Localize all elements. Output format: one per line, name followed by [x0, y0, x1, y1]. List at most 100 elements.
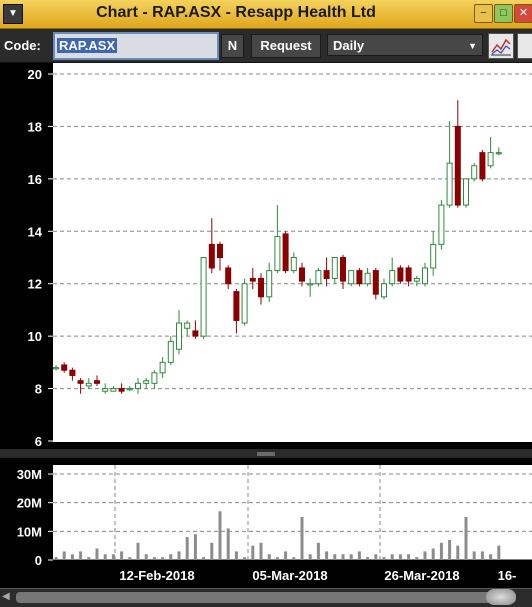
candle-body — [299, 267, 305, 282]
candle — [356, 267, 363, 287]
volume-bar — [357, 551, 361, 560]
volume-bar — [111, 554, 115, 560]
candle-body — [258, 277, 264, 298]
chevron-down-icon: ▼ — [468, 41, 477, 51]
scroll-track[interactable] — [16, 592, 516, 603]
candle-body — [110, 388, 117, 392]
volume-bar — [472, 551, 476, 560]
candle-body — [126, 388, 133, 391]
volume-bars — [54, 511, 501, 560]
chart-type-button[interactable] — [488, 33, 514, 59]
chart-icon — [491, 38, 511, 56]
candle — [340, 254, 346, 289]
chart-area: 6 8 10 12 14 16 18 20 0 10M 20M 30M 12-Feb-2018 05-… — [0, 63, 532, 588]
candle-body — [340, 257, 346, 282]
candle — [126, 385, 133, 392]
volume-bar — [349, 554, 353, 560]
minimize-icon[interactable]: − — [474, 4, 493, 23]
candle-body — [167, 340, 174, 363]
candle-body — [364, 272, 371, 285]
volume-bar — [497, 545, 501, 560]
candle — [159, 357, 166, 379]
volume-bar — [234, 551, 238, 560]
candle — [389, 257, 396, 287]
interval-select[interactable]: Daily ▼ — [327, 34, 483, 56]
candle — [118, 383, 125, 394]
toolbar: Code: RAP.ASX N Request Daily ▼ — [0, 29, 532, 63]
candle — [53, 364, 59, 371]
volume-bar — [193, 534, 197, 560]
volume-bar — [218, 511, 222, 560]
candle-body — [53, 367, 59, 370]
candle — [102, 383, 109, 394]
volume-bar — [489, 554, 493, 560]
scroll-left-icon[interactable]: ◀ — [2, 591, 10, 602]
candle-body — [307, 283, 314, 286]
candle-body — [176, 322, 182, 350]
volume-tick-label: 0 — [35, 553, 42, 568]
candle-body — [102, 388, 109, 392]
candle — [200, 257, 207, 339]
candle-body — [422, 267, 428, 285]
candle — [135, 378, 141, 394]
volume-bar — [120, 551, 124, 560]
candle — [192, 320, 199, 339]
candle — [110, 385, 117, 392]
candle — [167, 336, 174, 365]
candle — [184, 320, 191, 337]
volume-bar — [62, 551, 66, 560]
candle-body — [192, 330, 199, 337]
candle-body — [315, 270, 322, 285]
candle-body — [397, 267, 404, 282]
candle-body — [381, 283, 387, 298]
candle-body — [241, 283, 248, 324]
window-title: Chart - RAP.ASX - Resapp Health Ltd — [96, 4, 376, 21]
candle-body — [274, 236, 281, 272]
code-input[interactable]: RAP.ASX — [53, 32, 219, 60]
candle-body — [405, 267, 412, 282]
n-button[interactable]: N — [221, 34, 244, 58]
volume-bar — [407, 554, 411, 560]
candle-body — [225, 267, 232, 285]
close-icon[interactable]: ✕ — [514, 4, 532, 23]
candle-body — [200, 257, 207, 337]
candle — [299, 262, 305, 287]
request-button[interactable]: Request — [251, 34, 321, 58]
volume-bar — [300, 517, 304, 560]
candle-body — [135, 382, 141, 390]
code-label: Code: — [4, 38, 41, 53]
volume-bar — [144, 554, 148, 560]
volume-bar — [210, 542, 214, 560]
window-menu-icon[interactable]: ▼ — [3, 4, 23, 24]
volume-bar — [152, 557, 156, 560]
more-options-button[interactable] — [517, 33, 532, 59]
y-tick-label: 8 — [35, 382, 42, 397]
y-tick-label: 10 — [28, 329, 42, 344]
volume-bar — [251, 545, 255, 560]
volume-y-axis: 0 10M 20M 30M — [17, 467, 53, 568]
candle — [143, 378, 150, 389]
volume-bar — [431, 548, 435, 560]
candle — [364, 267, 371, 287]
volume-bar — [292, 557, 296, 560]
candle-body — [85, 382, 92, 387]
volume-bar — [316, 542, 320, 560]
candle-body — [471, 165, 478, 180]
candle-body — [323, 270, 330, 279]
candle-body — [94, 380, 100, 384]
horizontal-scrollbar[interactable]: ◀ — [0, 588, 532, 607]
candle-body — [389, 270, 396, 285]
candle-body — [356, 270, 363, 285]
y-tick-label: 12 — [28, 277, 42, 292]
maximize-icon[interactable]: □ — [494, 4, 513, 23]
candle-body — [69, 369, 76, 376]
volume-bar — [226, 528, 230, 560]
volume-bar — [267, 554, 271, 560]
price-y-axis: 6 8 10 12 14 16 18 20 — [28, 67, 53, 449]
volume-bar — [54, 557, 58, 560]
volume-bar — [136, 542, 140, 560]
scroll-thumb[interactable] — [486, 589, 516, 605]
candle — [348, 270, 355, 287]
volume-bar — [382, 557, 386, 560]
candle-body — [348, 270, 355, 285]
